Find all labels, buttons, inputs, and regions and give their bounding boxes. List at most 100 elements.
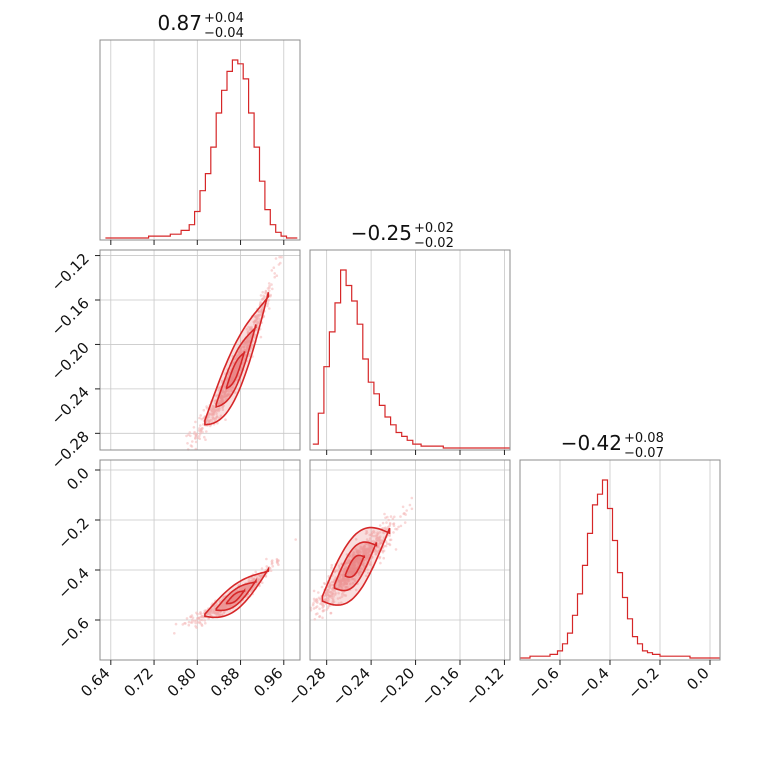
scatter-point [198, 434, 201, 438]
x-tick-label: 0.0 [683, 664, 713, 694]
scatter-point [385, 542, 389, 545]
scatter-point [337, 579, 340, 583]
scatter-point [229, 605, 232, 608]
scatter-point [315, 600, 318, 603]
scatter-point [279, 261, 282, 265]
scatter-point [276, 559, 280, 563]
scatter-point [259, 301, 262, 304]
scatter-point [274, 257, 278, 260]
scatter-point [197, 436, 200, 440]
scatter-point [214, 394, 217, 397]
scatter-point [238, 349, 242, 353]
scatter-point [246, 588, 249, 592]
panel-frame [99, 39, 301, 241]
scatter-point [221, 390, 225, 394]
scatter-point [278, 255, 281, 259]
scatter-point [354, 538, 358, 541]
scatter-point [199, 424, 202, 427]
scatter-point [269, 293, 273, 297]
scatter-point [375, 538, 379, 542]
scatter-point [340, 562, 343, 566]
scatter-point [212, 410, 216, 414]
tick-labels: 0.64 0.72 0.80 0.88 0.96−0.28 −0.24 −0.20 −0.16… [48, 250, 713, 710]
scatter-point [174, 622, 178, 626]
scatter-point [388, 524, 391, 528]
scatter-point [366, 568, 370, 572]
scatter-point [342, 577, 346, 581]
scatter-point [223, 392, 227, 396]
scatter-point [173, 632, 176, 635]
scatter-point [352, 551, 355, 554]
scatter-point [343, 567, 346, 571]
scatter-point [265, 557, 268, 561]
scatter-point [369, 561, 372, 564]
y-tick-label: 0.0 [63, 464, 93, 494]
y-tick-label: −0.20 [48, 339, 93, 384]
scatter-point [329, 594, 333, 598]
scatter-point [220, 395, 223, 399]
scatter-point [220, 379, 224, 383]
scatter-point [333, 589, 337, 593]
scatter-point [382, 556, 386, 560]
scatter-point [399, 524, 403, 528]
scatter-point [234, 356, 238, 360]
x-tick-label: 0.72 [121, 664, 157, 700]
scatter-point [381, 550, 385, 554]
scatter-point [222, 604, 226, 607]
scatter-point [186, 442, 189, 445]
scatter-point [266, 299, 270, 303]
scatter-point [318, 615, 322, 618]
scatter-point [245, 327, 248, 331]
scatter-point [194, 440, 198, 444]
scatter-point [189, 615, 193, 619]
scatter-point [193, 430, 196, 434]
scatter-point [367, 544, 371, 547]
scatter-point [340, 601, 343, 604]
scatter-point [347, 579, 350, 583]
scatter-point [207, 420, 211, 423]
scatter-point [375, 533, 379, 537]
contour-level [225, 351, 246, 390]
scatter-point [212, 416, 215, 420]
scatter-point [234, 391, 237, 394]
scatter-point [220, 401, 224, 404]
scatter-point [270, 269, 274, 272]
scatter-point [267, 289, 271, 293]
scatter-point [368, 537, 372, 540]
scatter-point [191, 616, 195, 620]
scatter-point [266, 304, 269, 308]
scatter-point [202, 408, 206, 412]
scatter-point [219, 414, 223, 418]
scatter-point [218, 406, 221, 410]
scatter-point [378, 531, 382, 534]
scatter-point [193, 619, 196, 623]
title-value: −0.42 [561, 431, 622, 455]
scatter-point [226, 603, 229, 607]
title-plus: +0.08 [624, 431, 664, 446]
scatter-point [210, 410, 213, 414]
title-minus: −0.04 [204, 26, 244, 41]
scatter-point [254, 570, 257, 574]
scatter-point [327, 598, 330, 601]
contour-level [225, 587, 246, 605]
scatter-point [215, 415, 219, 418]
scatter-point [200, 624, 204, 627]
scatter-point [361, 562, 365, 565]
panel-frame [519, 459, 721, 661]
scatter-point [217, 402, 221, 406]
scatter-point [347, 558, 351, 561]
scatter-point [379, 561, 382, 565]
y-tick-label: −0.6 [54, 614, 92, 652]
scatter-point [336, 597, 340, 600]
scatter-point [356, 552, 360, 555]
scatter-point [191, 440, 194, 443]
scatter-point [365, 574, 368, 578]
scatter-point [218, 613, 221, 616]
scatter-point [270, 283, 273, 286]
histogram-series [105, 59, 298, 239]
scatter-point [241, 362, 245, 366]
scatter-point [185, 617, 189, 620]
y-tick-label: −0.24 [48, 383, 93, 428]
scatter-point [388, 521, 392, 525]
title-value: −0.25 [351, 221, 412, 245]
